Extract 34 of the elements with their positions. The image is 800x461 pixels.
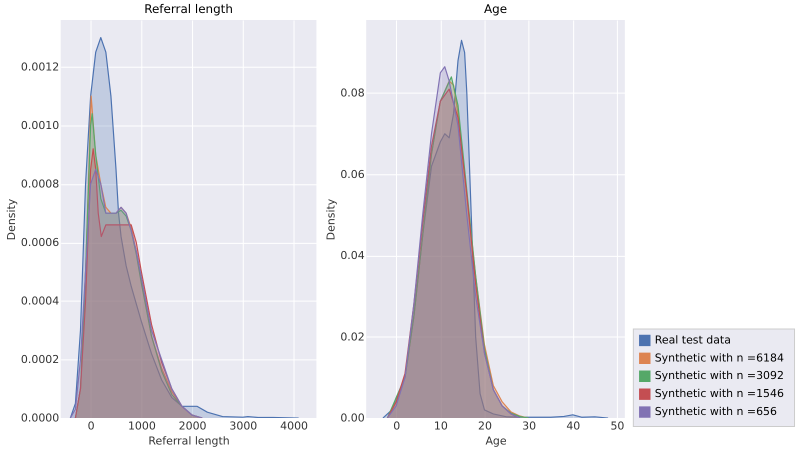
x-tick-label: 1000 [128, 419, 156, 432]
x-tick-label: 40 [566, 419, 580, 432]
legend-label: Synthetic with n =656 [654, 405, 778, 418]
chart-title: Referral length [144, 2, 233, 16]
y-tick-label: 0.00 [340, 412, 365, 425]
y-tick-label: 0.08 [340, 86, 365, 100]
legend-label: Synthetic with n =1546 [654, 387, 784, 400]
x-tick-label: 20 [478, 419, 492, 432]
x-tick-label: 30 [522, 419, 536, 432]
x-tick-label: 0 [393, 419, 400, 432]
x-tick-label: 2000 [178, 419, 207, 432]
x-tick-label: 50 [610, 419, 624, 432]
legend-label: Synthetic with n =6184 [654, 351, 784, 364]
y-tick-label: 0.0006 [20, 236, 60, 249]
x-tick-label: 4000 [280, 419, 308, 432]
y-tick-label: 0.0004 [20, 294, 60, 308]
legend-label: Synthetic with n =3092 [654, 369, 784, 382]
y-tick-label: 0.0002 [20, 352, 60, 366]
y-axis-title: Density [4, 198, 18, 240]
y-axis-title: Density [324, 198, 338, 240]
y-tick-label: 0.06 [340, 168, 365, 181]
y-tick-label: 0.0008 [20, 177, 60, 190]
x-tick-label: 10 [434, 419, 448, 432]
legend-label: Real test data [654, 333, 731, 346]
x-tick-label: 0 [88, 419, 95, 432]
y-tick-label: 0.02 [340, 330, 365, 344]
x-axis-title: Age [485, 434, 507, 448]
y-tick-label: 0.0012 [20, 60, 60, 74]
y-tick-label: 0.04 [340, 249, 365, 262]
x-tick-label: 3000 [229, 419, 258, 432]
y-tick-label: 0.0000 [20, 412, 60, 425]
y-tick-label: 0.0010 [20, 118, 60, 132]
chart-title: Age [484, 2, 508, 16]
x-axis-title: Referral length [148, 434, 230, 448]
